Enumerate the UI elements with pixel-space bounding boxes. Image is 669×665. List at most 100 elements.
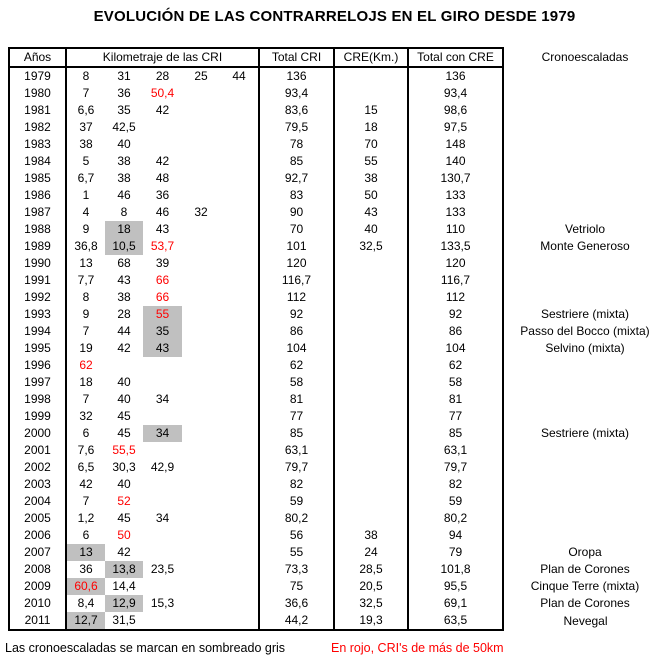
cre-cell bbox=[334, 493, 409, 510]
km-cell: 8 bbox=[82, 290, 90, 304]
crono-cell: Nevegal bbox=[563, 613, 608, 628]
table-row: 1980 7 36 50,4 93,4 93,4 bbox=[8, 85, 667, 102]
km-cell bbox=[182, 510, 220, 527]
km-cell bbox=[182, 612, 220, 631]
km-cell: 46 bbox=[117, 188, 131, 202]
km-cell bbox=[182, 561, 220, 578]
table-row: 2003 42 40 82 82 bbox=[8, 476, 667, 493]
table-row: 1984 5 38 42 85 55 140 bbox=[8, 153, 667, 170]
total-con-cre-cell: 140 bbox=[408, 153, 504, 170]
table-row: 1993 9 28 55 92 92 Sestriere (mixta) bbox=[8, 306, 667, 323]
km-cell bbox=[182, 578, 220, 595]
km-cell bbox=[182, 595, 220, 612]
km-cell bbox=[220, 221, 259, 238]
total-con-cre-cell: 63,5 bbox=[408, 612, 504, 631]
km-cell: 23,5 bbox=[150, 562, 175, 576]
km-cell bbox=[220, 340, 259, 357]
km-cell bbox=[182, 136, 220, 153]
year-cell: 1985 bbox=[8, 170, 67, 187]
cre-cell: 15 bbox=[334, 102, 409, 119]
total-con-cre-cell: 120 bbox=[408, 255, 504, 272]
km-cell: 32 bbox=[194, 205, 208, 219]
page-title: EVOLUCIÓN DE LAS CONTRARRELOJS EN EL GIR… bbox=[93, 8, 576, 25]
total-cri-cell: 93,4 bbox=[258, 85, 335, 102]
cre-cell bbox=[334, 510, 409, 527]
km-cell bbox=[220, 306, 259, 323]
km-cell: 60,6 bbox=[66, 578, 105, 595]
km-cell bbox=[182, 272, 220, 289]
year-cell: 2010 bbox=[8, 595, 67, 612]
total-cri-cell: 83,6 bbox=[258, 102, 335, 119]
total-con-cre-cell: 86 bbox=[408, 323, 504, 340]
total-cri-cell: 78 bbox=[258, 136, 335, 153]
year-cell: 1999 bbox=[8, 408, 67, 425]
header-cre: CRE(Km.) bbox=[334, 47, 409, 68]
crono-cell: Cinque Terre (mixta) bbox=[530, 579, 640, 593]
table-row: 2004 7 52 59 59 bbox=[8, 493, 667, 510]
table-row: 2006 6 50 56 38 94 bbox=[8, 527, 667, 544]
year-cell: 2003 bbox=[8, 476, 67, 493]
km-cell: 6 bbox=[82, 528, 90, 542]
km-cell bbox=[182, 119, 220, 136]
year-cell: 1989 bbox=[8, 238, 67, 255]
year-cell: 1991 bbox=[8, 272, 67, 289]
km-cell: 45 bbox=[117, 426, 131, 440]
km-cell: 40 bbox=[117, 392, 131, 406]
crono-cell bbox=[503, 170, 667, 187]
total-con-cre-cell: 69,1 bbox=[408, 595, 504, 612]
total-cri-cell: 81 bbox=[258, 391, 335, 408]
km-cell: 43 bbox=[155, 222, 170, 236]
km-cell bbox=[182, 374, 220, 391]
table-row: 2002 6,5 30,3 42,9 79,7 79,7 bbox=[8, 459, 667, 476]
year-cell: 1996 bbox=[8, 357, 67, 374]
total-cri-cell: 80,2 bbox=[258, 510, 335, 527]
total-cri-cell: 92 bbox=[258, 306, 335, 323]
year-cell: 1980 bbox=[8, 85, 67, 102]
km-cell: 36,8 bbox=[74, 239, 98, 253]
year-cell: 2005 bbox=[8, 510, 67, 527]
km-cell bbox=[182, 391, 220, 408]
table-row: 1992 8 38 66 112 112 bbox=[8, 289, 667, 306]
km-cell bbox=[143, 476, 182, 493]
km-cell bbox=[143, 493, 182, 510]
crono-cell bbox=[503, 289, 667, 306]
table-row: 2011 12,7 31,5 44,2 19,3 63,5 Nevegal bbox=[8, 612, 667, 631]
crono-cell bbox=[503, 67, 667, 85]
km-cell bbox=[143, 612, 182, 631]
table-row: 1981 6,6 35 42 83,6 15 98,6 bbox=[8, 102, 667, 119]
total-con-cre-cell: 82 bbox=[408, 476, 504, 493]
cre-cell bbox=[334, 340, 409, 357]
km-cell bbox=[220, 425, 259, 442]
cri-table: Años Kilometraje de las CRI Total CRI CR… bbox=[8, 47, 668, 631]
cre-cell bbox=[334, 67, 409, 85]
km-cell: 28 bbox=[117, 307, 131, 321]
km-cell: 38 bbox=[117, 171, 131, 185]
km-cell bbox=[220, 272, 259, 289]
km-cell: 43 bbox=[117, 273, 131, 287]
km-cell: 18 bbox=[79, 375, 93, 389]
km-cell bbox=[143, 136, 182, 153]
km-cell: 50 bbox=[117, 528, 131, 542]
cre-cell: 70 bbox=[334, 136, 409, 153]
km-cell: 43 bbox=[143, 340, 182, 357]
total-cri-cell: 90 bbox=[258, 204, 335, 221]
table-row: 1996 62 62 62 bbox=[8, 357, 667, 374]
total-con-cre-cell: 101,8 bbox=[408, 561, 504, 578]
header-anos: Años bbox=[8, 47, 67, 68]
year-cell: 1979 bbox=[8, 67, 67, 85]
table-row: 2000 6 45 34 85 85 Sestriere (mixta) bbox=[8, 425, 667, 442]
legend-red-note: En rojo, CRI's de más de 50km bbox=[331, 641, 504, 655]
year-cell: 1988 bbox=[8, 221, 67, 238]
km-cell: 8 bbox=[82, 69, 90, 83]
table-row: 2008 36 13,8 23,5 73,3 28,5 101,8 Plan de Coron… bbox=[8, 561, 667, 578]
cre-cell: 32,5 bbox=[334, 595, 409, 612]
km-cell: 42 bbox=[117, 341, 131, 355]
km-cell bbox=[182, 187, 220, 204]
km-cell bbox=[220, 459, 259, 476]
km-cell: 8 bbox=[120, 205, 128, 219]
total-cri-cell: 77 bbox=[258, 408, 335, 425]
km-cell: 35 bbox=[143, 323, 182, 340]
total-cri-cell: 73,3 bbox=[258, 561, 335, 578]
km-cell bbox=[143, 408, 182, 425]
year-cell: 2008 bbox=[8, 561, 67, 578]
